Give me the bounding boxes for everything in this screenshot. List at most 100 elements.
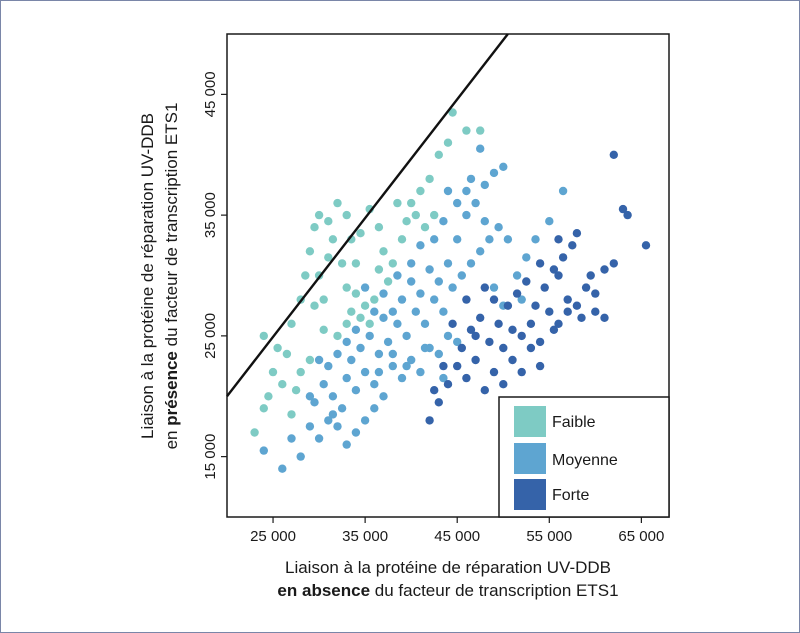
point-faible-7: [282, 349, 292, 359]
point-moyenne-38: [476, 247, 485, 256]
y-axis-ticks: 15 000 25 000 35 000 45 000: [202, 71, 227, 480]
point-faible-29: [296, 367, 305, 377]
point-faible-4: [278, 380, 287, 389]
point-forte-56: [535, 361, 545, 371]
point-moyenne-75: [453, 198, 462, 208]
point-forte-51: [439, 361, 448, 371]
point-moyenne-45: [499, 162, 508, 171]
point-moyenne-72: [416, 241, 425, 250]
point-forte-43: [499, 380, 508, 389]
legend-label-moyenne: Moyenne: [552, 452, 618, 469]
point-forte-40: [554, 235, 563, 244]
point-moyenne-66: [351, 325, 361, 334]
point-faible-57: [319, 295, 328, 304]
point-moyenne-51: [425, 265, 434, 274]
point-forte-46: [471, 331, 480, 341]
point-faible-47: [443, 138, 453, 147]
point-moyenne-44: [489, 168, 499, 178]
point-forte-3: [453, 361, 462, 371]
point-forte-17: [581, 283, 591, 292]
point-faible-3: [268, 367, 278, 377]
point-forte-5: [471, 355, 480, 365]
point-faible-5: [259, 331, 268, 341]
point-moyenne-56: [379, 313, 388, 322]
point-moyenne-78: [480, 217, 489, 226]
point-forte-42: [508, 325, 517, 334]
point-forte-9: [508, 355, 517, 365]
point-moyenne-71: [407, 259, 416, 268]
point-moyenne-50: [434, 277, 443, 286]
point-moyenne-8: [319, 380, 328, 389]
point-faible-12: [310, 223, 319, 232]
point-faible-58: [305, 355, 315, 365]
point-forte-36: [618, 204, 628, 214]
point-moyenne-26: [365, 331, 374, 341]
point-moyenne-68: [360, 283, 370, 292]
point-moyenne-34: [439, 307, 448, 316]
point-faible-0: [250, 428, 259, 437]
legend-label-forte: Forte: [552, 487, 589, 504]
point-forte-12: [535, 337, 545, 347]
point-faible-25: [342, 319, 351, 328]
points-layer: [250, 108, 651, 473]
y-tick-label-1: 25 000: [202, 313, 219, 359]
point-forte-22: [485, 337, 494, 347]
point-moyenne-48: [453, 235, 462, 244]
point-forte-48: [480, 283, 489, 292]
point-forte-8: [499, 343, 508, 353]
point-forte-19: [457, 343, 466, 353]
legend-swatch-faible: [514, 406, 546, 437]
point-moyenne-25: [356, 343, 365, 353]
point-moyenne-92: [402, 361, 411, 371]
point-moyenne-87: [489, 283, 499, 292]
point-moyenne-1: [278, 464, 287, 473]
point-faible-48: [448, 108, 457, 117]
point-forte-28: [540, 283, 549, 292]
point-moyenne-61: [333, 422, 342, 431]
point-faible-19: [347, 307, 356, 316]
point-faible-53: [393, 198, 402, 208]
point-moyenne-11: [342, 373, 351, 383]
y-axis-title-pre: en: [162, 426, 181, 450]
x-axis-title-line-2: en absence du facteur de transcription E…: [277, 581, 618, 600]
x-tick-label-4: 65 000: [618, 528, 664, 545]
point-faible-46: [434, 150, 443, 159]
point-forte-14: [554, 319, 563, 328]
x-axis-title-line-1: Liaison à la protéine de réparation UV-D…: [285, 558, 611, 577]
y-axis-title-rest: du facteur de transcription ETS1: [162, 103, 181, 352]
point-moyenne-62: [324, 361, 333, 371]
point-moyenne-37: [466, 259, 476, 268]
point-moyenne-54: [397, 295, 407, 304]
point-faible-52: [420, 223, 430, 232]
point-faible-34: [356, 229, 365, 238]
point-faible-17: [337, 259, 347, 268]
point-faible-8: [287, 319, 296, 328]
point-moyenne-70: [393, 271, 402, 280]
point-moyenne-13: [360, 367, 370, 377]
point-faible-21: [360, 301, 370, 310]
point-moyenne-32: [420, 319, 430, 328]
point-moyenne-73: [430, 235, 439, 244]
point-moyenne-52: [416, 289, 425, 298]
point-moyenne-12: [351, 386, 361, 395]
point-faible-36: [374, 223, 384, 232]
legend: Faible Moyenne Forte: [498, 396, 670, 518]
point-moyenne-79: [503, 235, 513, 244]
point-moyenne-90: [374, 367, 384, 377]
point-faible-22: [370, 295, 379, 304]
point-forte-21: [476, 313, 485, 322]
legend-swatch-moyenne: [514, 443, 546, 474]
reference-line: [226, 33, 509, 397]
point-faible-43: [416, 186, 425, 196]
point-forte-38: [641, 241, 651, 250]
point-forte-37: [623, 210, 632, 220]
point-moyenne-6: [324, 416, 333, 425]
point-faible-1: [259, 404, 268, 413]
point-moyenne-88: [305, 392, 315, 401]
x-axis-title-rest: du facteur de transcription ETS1: [370, 581, 619, 600]
point-moyenne-31: [411, 307, 420, 316]
point-faible-14: [324, 217, 333, 226]
point-faible-54: [402, 217, 411, 226]
point-forte-27: [531, 301, 540, 310]
